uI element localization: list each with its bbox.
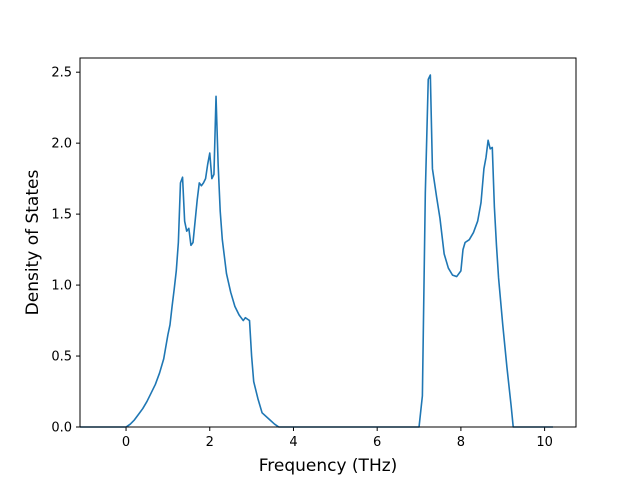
y-tick-label: 0.0 — [51, 421, 72, 436]
y-tick-label: 1.0 — [51, 279, 72, 294]
y-axis-label: Density of States — [23, 170, 43, 316]
y-tick-label: 2.5 — [51, 66, 72, 81]
axis-ticks: 0 2 4 6 8 10 0.0 0.5 1.0 1.5 2.0 2.5 — [51, 66, 553, 450]
y-tick-label: 0.5 — [51, 350, 72, 365]
x-tick-label: 10 — [536, 435, 553, 450]
x-tick-label: 4 — [289, 435, 297, 450]
y-tick-label: 1.5 — [51, 208, 72, 223]
x-axis-label: Frequency (THz) — [259, 456, 398, 476]
series-group — [80, 74, 553, 428]
plot-frame — [79, 57, 577, 428]
x-tick-label: 2 — [206, 435, 214, 450]
x-tick-label: 0 — [122, 435, 130, 450]
dos-series-line — [80, 74, 553, 428]
y-tick-label: 2.0 — [51, 137, 72, 152]
x-tick-label: 8 — [457, 435, 465, 450]
x-tick-label: 6 — [373, 435, 381, 450]
